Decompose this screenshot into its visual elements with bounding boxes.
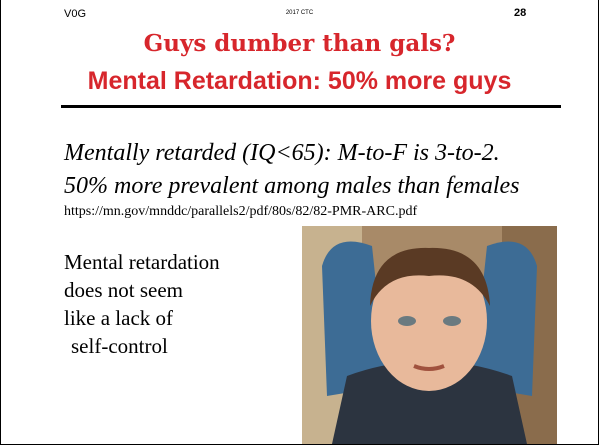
caption-line: self-control bbox=[71, 334, 168, 359]
rule bbox=[61, 105, 561, 108]
slide-year: 2017 CTC bbox=[1, 10, 598, 16]
body-line: Mentally retarded (IQ<65): M-to-F is 3-t… bbox=[64, 140, 500, 167]
title-line: Mental Retardation: 50% more guys bbox=[1, 67, 598, 96]
slide: V0G 2017 CTC 28 Guys dumber than gals? M… bbox=[0, 0, 599, 445]
photo bbox=[302, 226, 557, 444]
title-line: Guys dumber than gals? bbox=[1, 30, 598, 57]
caption-line: like a lack of bbox=[64, 306, 173, 331]
body-line: 50% more prevalent among males than fema… bbox=[64, 173, 519, 200]
caption-line: Mental retardation bbox=[64, 250, 220, 275]
caption-line: does not seem bbox=[64, 278, 183, 303]
source-url: https://mn.gov/mnddc/parallels2/pdf/80s/… bbox=[64, 204, 417, 220]
page-number: 28 bbox=[514, 7, 526, 19]
